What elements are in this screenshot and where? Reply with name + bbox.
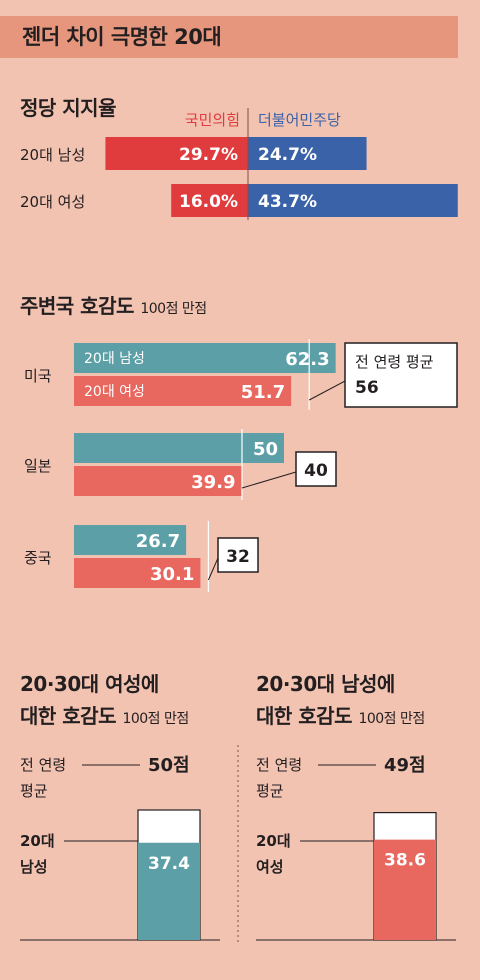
bottom-right-title-line1: 20·30대 남성에 [256,672,395,696]
favor-value-female: 39.9 [191,472,235,493]
support-row-label: 20대 여성 [20,193,85,211]
favor-value-female: 30.1 [150,564,194,585]
favor-callout-box [344,342,458,408]
support-bar-dpk [248,137,367,170]
left-panel-avg-value: 50점 [148,755,190,776]
favor-title-text: 주변국 호감도 [20,294,134,318]
right-panel-avg-label-2: 평균 [256,782,284,800]
country-label: 일본 [24,457,52,475]
bottom-left-title-line2: 대한 호감도 [20,704,116,728]
support-bar-ppp [105,137,248,170]
support-bar-ppp [171,184,248,217]
favor-value-male: 62.3 [285,349,329,370]
favor-callout-value: 40 [304,461,328,481]
party-label-ppp: 국민의힘 [185,111,240,129]
page-title: 젠더 차이 극명한 20대 [22,25,222,49]
favor-value-female: 51.7 [241,382,285,403]
right-panel-value-bar [374,839,436,940]
favor-callout-box [217,537,259,573]
country-label: 미국 [24,367,52,385]
country-label: 중국 [24,549,52,567]
favor-callout-leader [241,471,297,489]
bottom-left-title: 20·30대 여성에 대한 호감도 100점 만점 [20,668,189,735]
support-value-dpk: 43.7% [258,192,317,212]
support-value-ppp: 29.7% [179,145,238,165]
favor-bar-female [74,558,201,588]
support-value-dpk: 24.7% [258,145,317,165]
favor-value-male: 26.7 [136,531,180,552]
right-panel-avg-label: 전 연령 [256,756,302,774]
favor-bar-female [74,376,292,406]
favor-callout-leader [308,380,346,401]
left-panel-avg-label: 전 연령 [20,756,66,774]
support-title: 정당 지지율 [20,96,116,120]
favor-bar-male [74,525,187,555]
favor-bar-female [74,466,242,496]
support-value-ppp: 16.0% [179,192,238,212]
support-row-label: 20대 남성 [20,146,85,164]
favor-unit-note: 100점 만점 [140,301,207,317]
right-panel-avg-value: 49점 [384,755,426,776]
left-panel-avg-label-2: 평균 [20,782,48,800]
left-panel-group-label: 20대 [20,832,55,850]
title-bar: 젠더 차이 극명한 20대 [0,16,458,58]
favor-title: 주변국 호감도 100점 만점 [20,290,207,319]
favor-value-male: 50 [253,439,278,460]
left-panel-value-label: 37.4 [148,854,190,874]
favor-callout-value: 56 [355,378,379,398]
bottom-right-unit-note: 100점 만점 [358,711,425,727]
favor-series-label-male: 20대 남성 [84,351,145,367]
right-panel-group-label: 20대 [256,832,291,850]
favor-bar-male [74,433,284,463]
bottom-left-title-line1: 20·30대 여성에 [20,672,159,696]
party-label-dpk: 더불어민주당 [258,111,341,129]
right-panel-group-label-2: 여성 [256,858,284,876]
left-panel-value-bar [138,842,200,940]
favor-bar-male [74,343,336,373]
bottom-left-unit-note: 100점 만점 [122,711,189,727]
favor-callout-box [295,451,337,487]
favor-callout-label: 전 연령 평균 [355,353,434,371]
bottom-right-title-line2: 대한 호감도 [256,704,352,728]
support-bar-dpk [248,184,458,217]
left-panel-group-label-2: 남성 [20,858,48,876]
right-panel-value-label: 38.6 [384,851,426,871]
favor-callout-leader [207,557,219,581]
favor-series-label-female: 20대 여성 [84,384,145,400]
favor-callout-value: 32 [226,547,250,567]
bottom-right-title: 20·30대 남성에 대한 호감도 100점 만점 [256,668,425,735]
